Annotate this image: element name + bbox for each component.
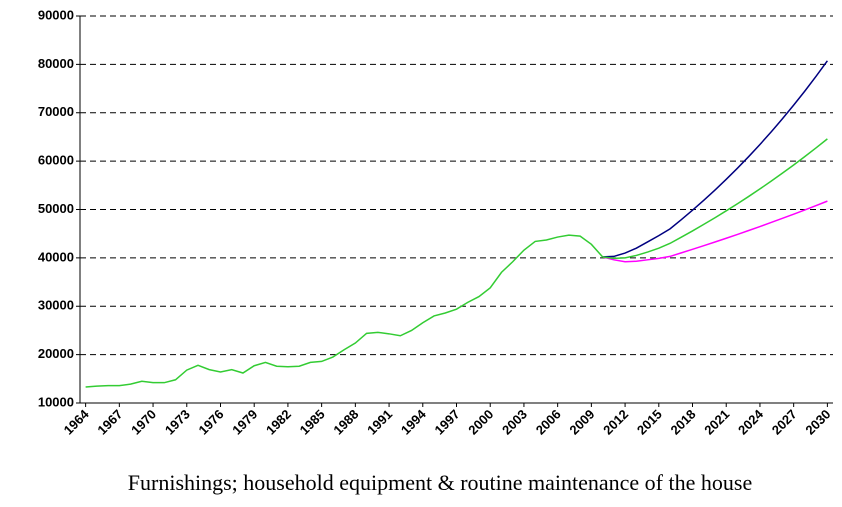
y-tick-label: 10000 bbox=[38, 394, 74, 409]
x-tick-label: 1976 bbox=[196, 407, 227, 438]
x-tick-label: 1964 bbox=[61, 406, 93, 438]
x-tick-label: 2000 bbox=[465, 407, 496, 438]
x-tick-label: 1970 bbox=[128, 407, 159, 438]
x-tick-label: 1982 bbox=[263, 407, 294, 438]
x-tick-label: 2024 bbox=[735, 406, 767, 438]
x-tick-label: 1979 bbox=[229, 407, 260, 438]
x-tick-label: 1988 bbox=[330, 407, 361, 438]
y-tick-label: 80000 bbox=[38, 56, 74, 71]
y-tick-label: 40000 bbox=[38, 249, 74, 264]
x-tick-label: 2027 bbox=[769, 407, 800, 438]
y-tick-label: 70000 bbox=[38, 104, 74, 119]
x-tick-label: 2006 bbox=[533, 407, 564, 438]
line bbox=[85, 138, 828, 388]
y-tick-label: 30000 bbox=[38, 298, 74, 313]
x-tick-label: 2012 bbox=[600, 407, 631, 438]
x-tick-label: 2018 bbox=[668, 407, 699, 438]
x-tick-label: 2015 bbox=[634, 407, 665, 438]
chart-title: Furnishings; household equipment & routi… bbox=[128, 470, 752, 495]
x-tick-label: 1991 bbox=[364, 407, 395, 438]
x-tick-label: 1985 bbox=[297, 407, 328, 438]
y-tick-label: 90000 bbox=[38, 7, 74, 22]
y-tick-label: 50000 bbox=[38, 201, 74, 216]
x-tick-label: 1973 bbox=[162, 407, 193, 438]
line bbox=[602, 200, 828, 263]
x-tick-label: 2021 bbox=[701, 407, 732, 438]
x-tick-label: 2009 bbox=[566, 407, 597, 438]
y-tick-label: 20000 bbox=[38, 346, 74, 361]
y-tick-label: 60000 bbox=[38, 153, 74, 168]
x-tick-label: 1997 bbox=[432, 407, 463, 438]
x-tick-label: 1994 bbox=[398, 406, 430, 438]
x-tick-label: 2003 bbox=[499, 407, 530, 438]
x-tick-label: 2030 bbox=[802, 407, 833, 438]
x-tick-label: 1967 bbox=[94, 407, 125, 438]
line bbox=[602, 60, 828, 258]
